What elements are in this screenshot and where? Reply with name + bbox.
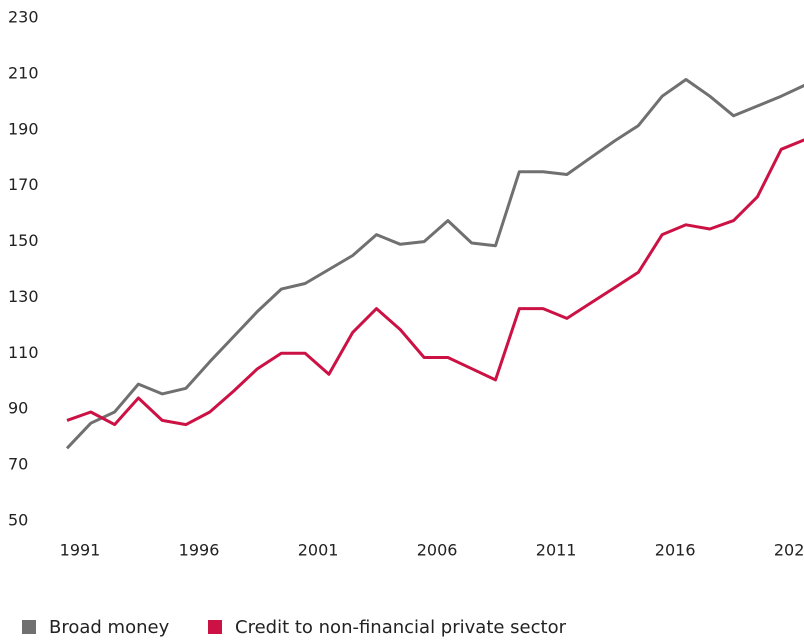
legend-swatch bbox=[22, 620, 36, 634]
y-tick-label: 90 bbox=[8, 399, 28, 418]
x-tick-label: 1991 bbox=[60, 541, 101, 560]
y-tick-label: 70 bbox=[8, 455, 28, 474]
x-tick-label: 2011 bbox=[536, 541, 577, 560]
series-line bbox=[65, 78, 804, 450]
x-tick-label: 2001 bbox=[298, 541, 339, 560]
y-tick-label: 50 bbox=[8, 511, 28, 530]
y-tick-label: 210 bbox=[8, 63, 39, 82]
y-tick-label: 190 bbox=[8, 119, 39, 138]
x-tick-label: 2021 bbox=[774, 541, 804, 560]
legend-label: Broad money bbox=[49, 617, 170, 638]
legend-swatch bbox=[208, 620, 222, 634]
y-tick-label: 110 bbox=[8, 343, 39, 362]
y-tick-label: 130 bbox=[8, 287, 39, 306]
x-tick-label: 2016 bbox=[655, 541, 696, 560]
y-tick-label: 150 bbox=[8, 231, 39, 250]
y-tick-label: 230 bbox=[8, 8, 39, 27]
x-tick-label: 2006 bbox=[417, 541, 458, 560]
series-line bbox=[66, 138, 804, 427]
legend-label: Credit to non-financial private sector bbox=[235, 617, 567, 638]
y-tick-label: 170 bbox=[8, 175, 39, 194]
x-tick-label: 1996 bbox=[179, 541, 220, 560]
